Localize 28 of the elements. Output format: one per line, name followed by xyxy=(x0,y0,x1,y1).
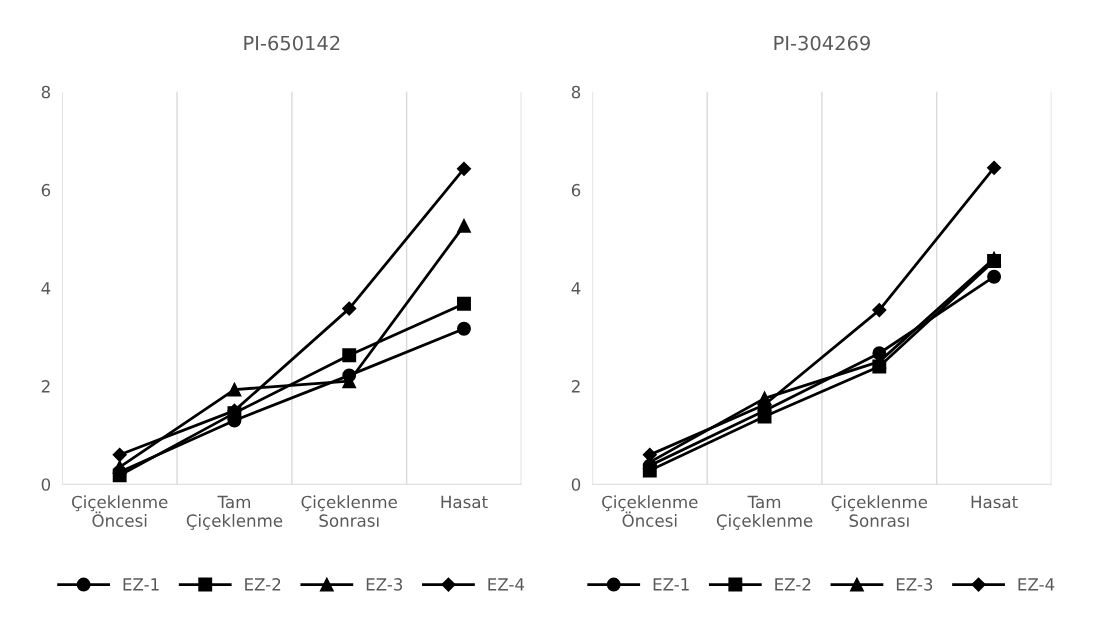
x-tick-label: Çiçeklenme Sonrası xyxy=(831,495,928,527)
chart-title: PI-304269 xyxy=(774,35,870,51)
legend-label: EZ-3 xyxy=(366,578,403,591)
legend-label: EZ-2 xyxy=(775,578,811,591)
y-tick-label: 0 xyxy=(41,478,51,491)
x-tick-label: Çiçeklenme Sonrası xyxy=(301,495,397,527)
y-tick-label: 8 xyxy=(41,85,51,99)
x-tick-label: Çiçeklenme Öncesi xyxy=(71,495,168,527)
y-tick-label: 6 xyxy=(571,183,581,197)
y-tick-label: 4 xyxy=(571,282,581,295)
legend-label: EZ-4 xyxy=(488,578,525,591)
y-tick-label: 8 xyxy=(571,85,581,99)
legend-label: EZ-3 xyxy=(896,578,933,591)
x-tick-label: Çiçeklenme Öncesi xyxy=(602,495,698,527)
legend-label: EZ-1 xyxy=(653,578,689,591)
x-tick-label: Hasat xyxy=(441,495,488,509)
x-tick-label: Hasat xyxy=(971,495,1018,509)
y-tick-label: 4 xyxy=(41,282,51,295)
legend-label: EZ-4 xyxy=(1018,578,1055,591)
x-tick-label: Tam Çiçeklenme xyxy=(716,495,813,530)
x-tick-label: Tam Çiçeklenme xyxy=(186,495,283,530)
y-tick-label: 6 xyxy=(41,183,51,197)
chart-title: PI-650142 xyxy=(244,35,340,51)
legend-label: EZ-1 xyxy=(123,578,159,591)
legend-label: EZ-2 xyxy=(245,578,281,591)
y-tick-label: 2 xyxy=(41,380,50,393)
y-tick-label: 2 xyxy=(571,380,580,393)
y-tick-label: 0 xyxy=(571,478,581,491)
